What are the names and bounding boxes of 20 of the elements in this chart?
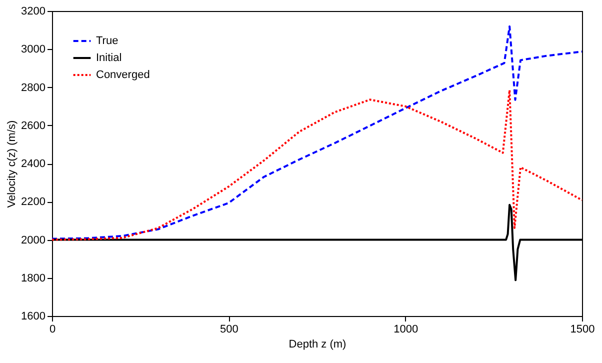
y-tick-label: 3200 [21, 6, 46, 18]
y-tick-label: 2200 [21, 196, 46, 208]
y-tick-label: 2800 [21, 82, 46, 94]
y-tick-label: 3000 [21, 44, 46, 56]
legend-label: True [96, 35, 118, 47]
line-series [51, 25, 583, 240]
line-series [51, 89, 583, 241]
y-tick-label: 2400 [21, 158, 46, 170]
y-tick-label: 2600 [21, 120, 46, 132]
x-tick-label: 1000 [394, 324, 418, 336]
legend-label: Converged [96, 69, 150, 81]
legend-label: Initial [96, 52, 122, 64]
y-axis-title: Velocity c(z) (m/s) [6, 120, 18, 208]
y-tick-label: 1600 [21, 310, 46, 322]
x-tick-label: 500 [220, 324, 238, 336]
x-axis-title: Depth z (m) [288, 338, 346, 350]
y-tick-label: 1800 [21, 272, 46, 284]
x-tick-label: 1500 [570, 324, 595, 336]
y-tick-label: 2000 [21, 234, 46, 246]
x-tick-label: 0 [49, 324, 56, 336]
